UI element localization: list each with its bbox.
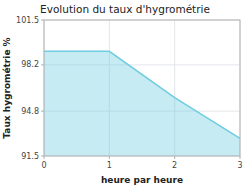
plot-frame [44, 20, 240, 156]
y-axis-label: Taux hygrométrie % [2, 37, 12, 138]
x-tick-label: 3 [237, 161, 242, 170]
y-tick [41, 20, 44, 21]
title: Evolution du taux d'hygrométrie [40, 3, 210, 15]
y-tick-label: 98.2 [21, 60, 39, 69]
chart-svg: 91.5 94.8 98.2 101.5 0 1 2 3 heure par heure Taux… [0, 0, 250, 188]
x-tick [174, 156, 175, 159]
x-tick-label: 2 [172, 161, 177, 170]
line [44, 51, 240, 138]
y-tick [41, 111, 44, 112]
x-tick [109, 156, 110, 159]
y-tick [41, 64, 44, 65]
grid [44, 20, 240, 156]
x-tick-label: 0 [41, 161, 46, 170]
plot-data [44, 51, 240, 156]
y-tick-label: 91.5 [21, 152, 39, 161]
plot-background [44, 20, 240, 156]
chart-container: 91.5 94.8 98.2 101.5 0 1 2 3 heure par heure Taux… [0, 0, 250, 188]
axes: 91.5 94.8 98.2 101.5 0 1 2 3 [16, 16, 242, 171]
area-fill [44, 51, 240, 156]
y-tick-label: 94.8 [21, 107, 39, 116]
x-tick [240, 156, 241, 159]
x-tick-label: 1 [107, 161, 112, 170]
y-tick-label: 101.5 [16, 16, 39, 25]
x-tick [44, 156, 45, 159]
x-axis-label: heure par heure [101, 175, 183, 185]
